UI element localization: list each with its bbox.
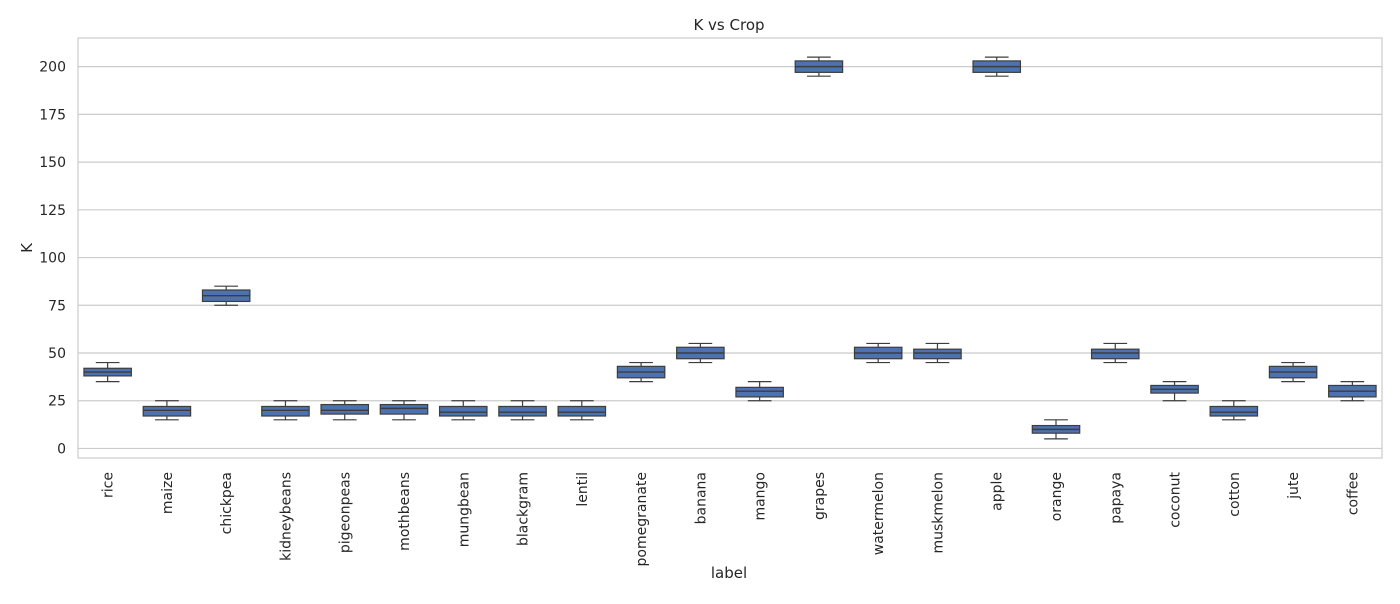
iqr-box (1090, 348, 1140, 360)
y-tick-label: 25 (48, 394, 66, 410)
x-tick-label: papaya (1108, 472, 1124, 524)
y-tick-label: 0 (57, 441, 66, 457)
box-pigeonpeas (320, 400, 370, 421)
y-tick-label: 150 (39, 155, 66, 171)
iqr-box (498, 405, 547, 417)
box-papaya (1090, 342, 1140, 364)
x-axis-label: label (711, 564, 747, 582)
x-tick-label: chickpea (219, 472, 235, 534)
iqr-box (379, 403, 429, 415)
box-maize (142, 400, 192, 421)
x-tick-label: lentil (575, 472, 591, 507)
y-tick-label: 50 (48, 346, 66, 362)
box-apple (972, 56, 1022, 77)
iqr-box (557, 405, 607, 417)
x-tick-label: jute (1286, 472, 1302, 500)
box-mungbean (438, 400, 488, 421)
y-tick-label: 200 (39, 60, 66, 76)
box-lentil (557, 400, 607, 421)
iqr-box (913, 348, 962, 360)
iqr-box (438, 405, 488, 417)
box-coffee (1328, 381, 1377, 402)
plot-frame (77, 37, 1383, 459)
box-mango (735, 381, 784, 402)
y-tick-label: 125 (39, 203, 66, 219)
y-axis-label: K (18, 242, 36, 253)
iqr-box (320, 403, 370, 415)
iqr-box (1209, 405, 1259, 417)
x-tick-label: coffee (1345, 472, 1361, 515)
box-blackgram (498, 400, 547, 421)
box-rice (83, 361, 132, 383)
y-tick-label: 100 (39, 251, 66, 267)
box-pomegranate (616, 361, 666, 383)
x-tick-label: orange (1049, 472, 1065, 521)
x-tick-label: maize (160, 472, 176, 514)
x-tick-label: grapes (812, 472, 828, 520)
chart-title: K vs Crop (693, 16, 764, 34)
iqr-box (261, 405, 310, 417)
box-cotton (1209, 400, 1259, 421)
x-tick-label: mango (753, 472, 769, 521)
box-watermelon (853, 342, 903, 364)
x-tick-label: banana (693, 472, 709, 524)
x-tick-label: apple (990, 472, 1006, 511)
y-tick-label: 75 (48, 298, 66, 314)
box-jute (1268, 361, 1318, 383)
x-tick-label: cotton (1227, 472, 1243, 517)
x-tick-label: pigeonpeas (338, 472, 354, 553)
box-coconut (1150, 381, 1199, 402)
y-tick-label: 175 (39, 107, 66, 123)
x-tick-label: mothbeans (397, 472, 413, 551)
box-chickpea (201, 285, 251, 306)
box-orange (1031, 419, 1081, 440)
x-tick-label: mungbean (456, 472, 472, 547)
boxes (83, 56, 1377, 440)
y-tick-labels: 0 25 50 75 100 125 150 175 200 (39, 60, 66, 458)
box-muskmelon (913, 342, 962, 364)
x-tick-label: coconut (1168, 471, 1184, 527)
x-tick-label: kidneybeans (278, 472, 294, 561)
iqr-box (142, 405, 192, 417)
x-tick-label: muskmelon (930, 472, 946, 554)
x-tick-label: watermelon (871, 472, 887, 555)
box-banana (676, 342, 725, 364)
x-tick-label: blackgram (516, 472, 532, 546)
x-tick-label: rice (101, 472, 117, 498)
x-tick-labels: rice maize chickpea kidneybeans pigeonpeas mo… (101, 471, 1362, 566)
x-tick-label: pomegranate (634, 472, 650, 566)
iqr-box (735, 386, 784, 398)
box-kidneybeans (261, 400, 310, 421)
box-mothbeans (379, 400, 429, 421)
box-grapes (794, 56, 844, 77)
